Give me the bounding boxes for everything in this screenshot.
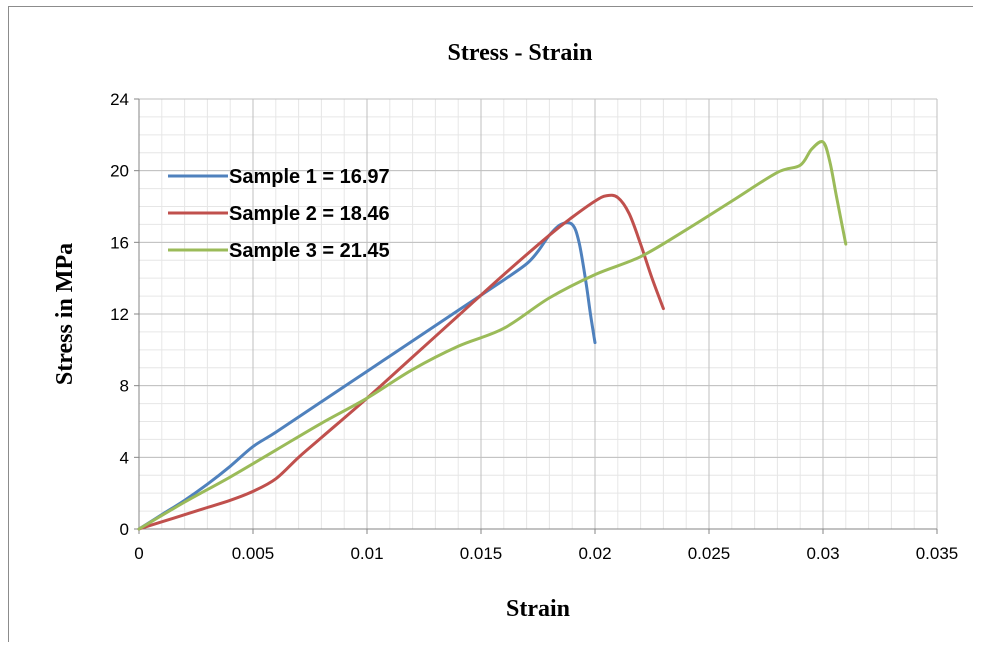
y-axis-title: Stress in MPa: [52, 243, 78, 385]
series-layer: [137, 140, 848, 531]
y-tick-label: 4: [120, 448, 129, 467]
y-tick-label: 0: [120, 520, 129, 539]
y-tick-label: 12: [110, 305, 129, 324]
series-line-sample-1: [137, 221, 597, 531]
legend-layer: Sample 1 = 16.97 Sample 2 = 18.46 Sample 3…: [168, 166, 390, 262]
x-axis-title: Strain: [506, 596, 570, 622]
chart-title: Stress - Strain: [448, 40, 593, 66]
chart-frame: [8, 6, 973, 642]
x-tick-label: 0.005: [232, 544, 275, 563]
series-line-sample-2: [137, 193, 665, 531]
y-tick-label: 8: [120, 377, 129, 396]
series-line-sample-3: [137, 140, 848, 531]
x-tick-label: 0.01: [350, 544, 383, 563]
x-tick-label: 0.02: [578, 544, 611, 563]
x-tick-label: 0.03: [806, 544, 839, 563]
x-tick-label: 0.015: [460, 544, 503, 563]
legend-label-sample-3: Sample 3 = 21.45: [229, 240, 390, 262]
legend-label-sample-1: Sample 1 = 16.97: [229, 166, 390, 188]
x-tick-label: 0.025: [688, 544, 731, 563]
y-tick-label: 24: [110, 90, 129, 109]
y-tick-label: 20: [110, 162, 129, 181]
axis-layer: 0 0.005 0.01 0.015 0.02 0.025 0.03 0.035 0 4 8 12 16…: [110, 90, 958, 563]
legend-label-sample-2: Sample 2 = 18.46: [229, 203, 390, 225]
x-tick-label: 0.035: [916, 544, 959, 563]
x-tick-label: 0: [134, 544, 143, 563]
grid-layer: [139, 98, 938, 529]
y-tick-label: 16: [110, 233, 129, 252]
